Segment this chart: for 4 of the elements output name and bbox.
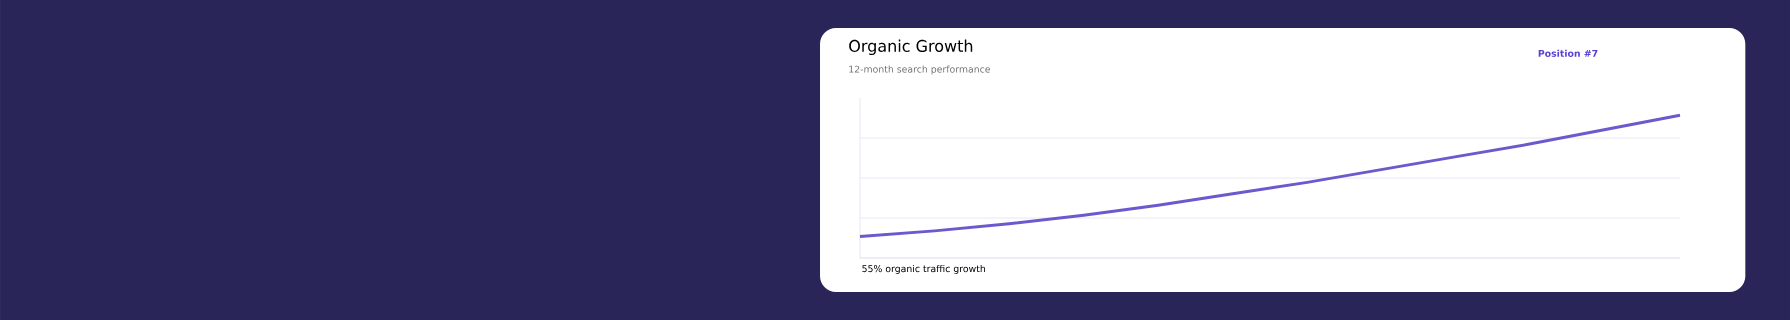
text: 55% organic traffic growth — [862, 264, 985, 274]
chart-title: Organic Growth — [849, 39, 973, 56]
text: Position #7 — [1538, 49, 1598, 57]
chart-subtitle: 12-month search performance — [849, 65, 991, 75]
